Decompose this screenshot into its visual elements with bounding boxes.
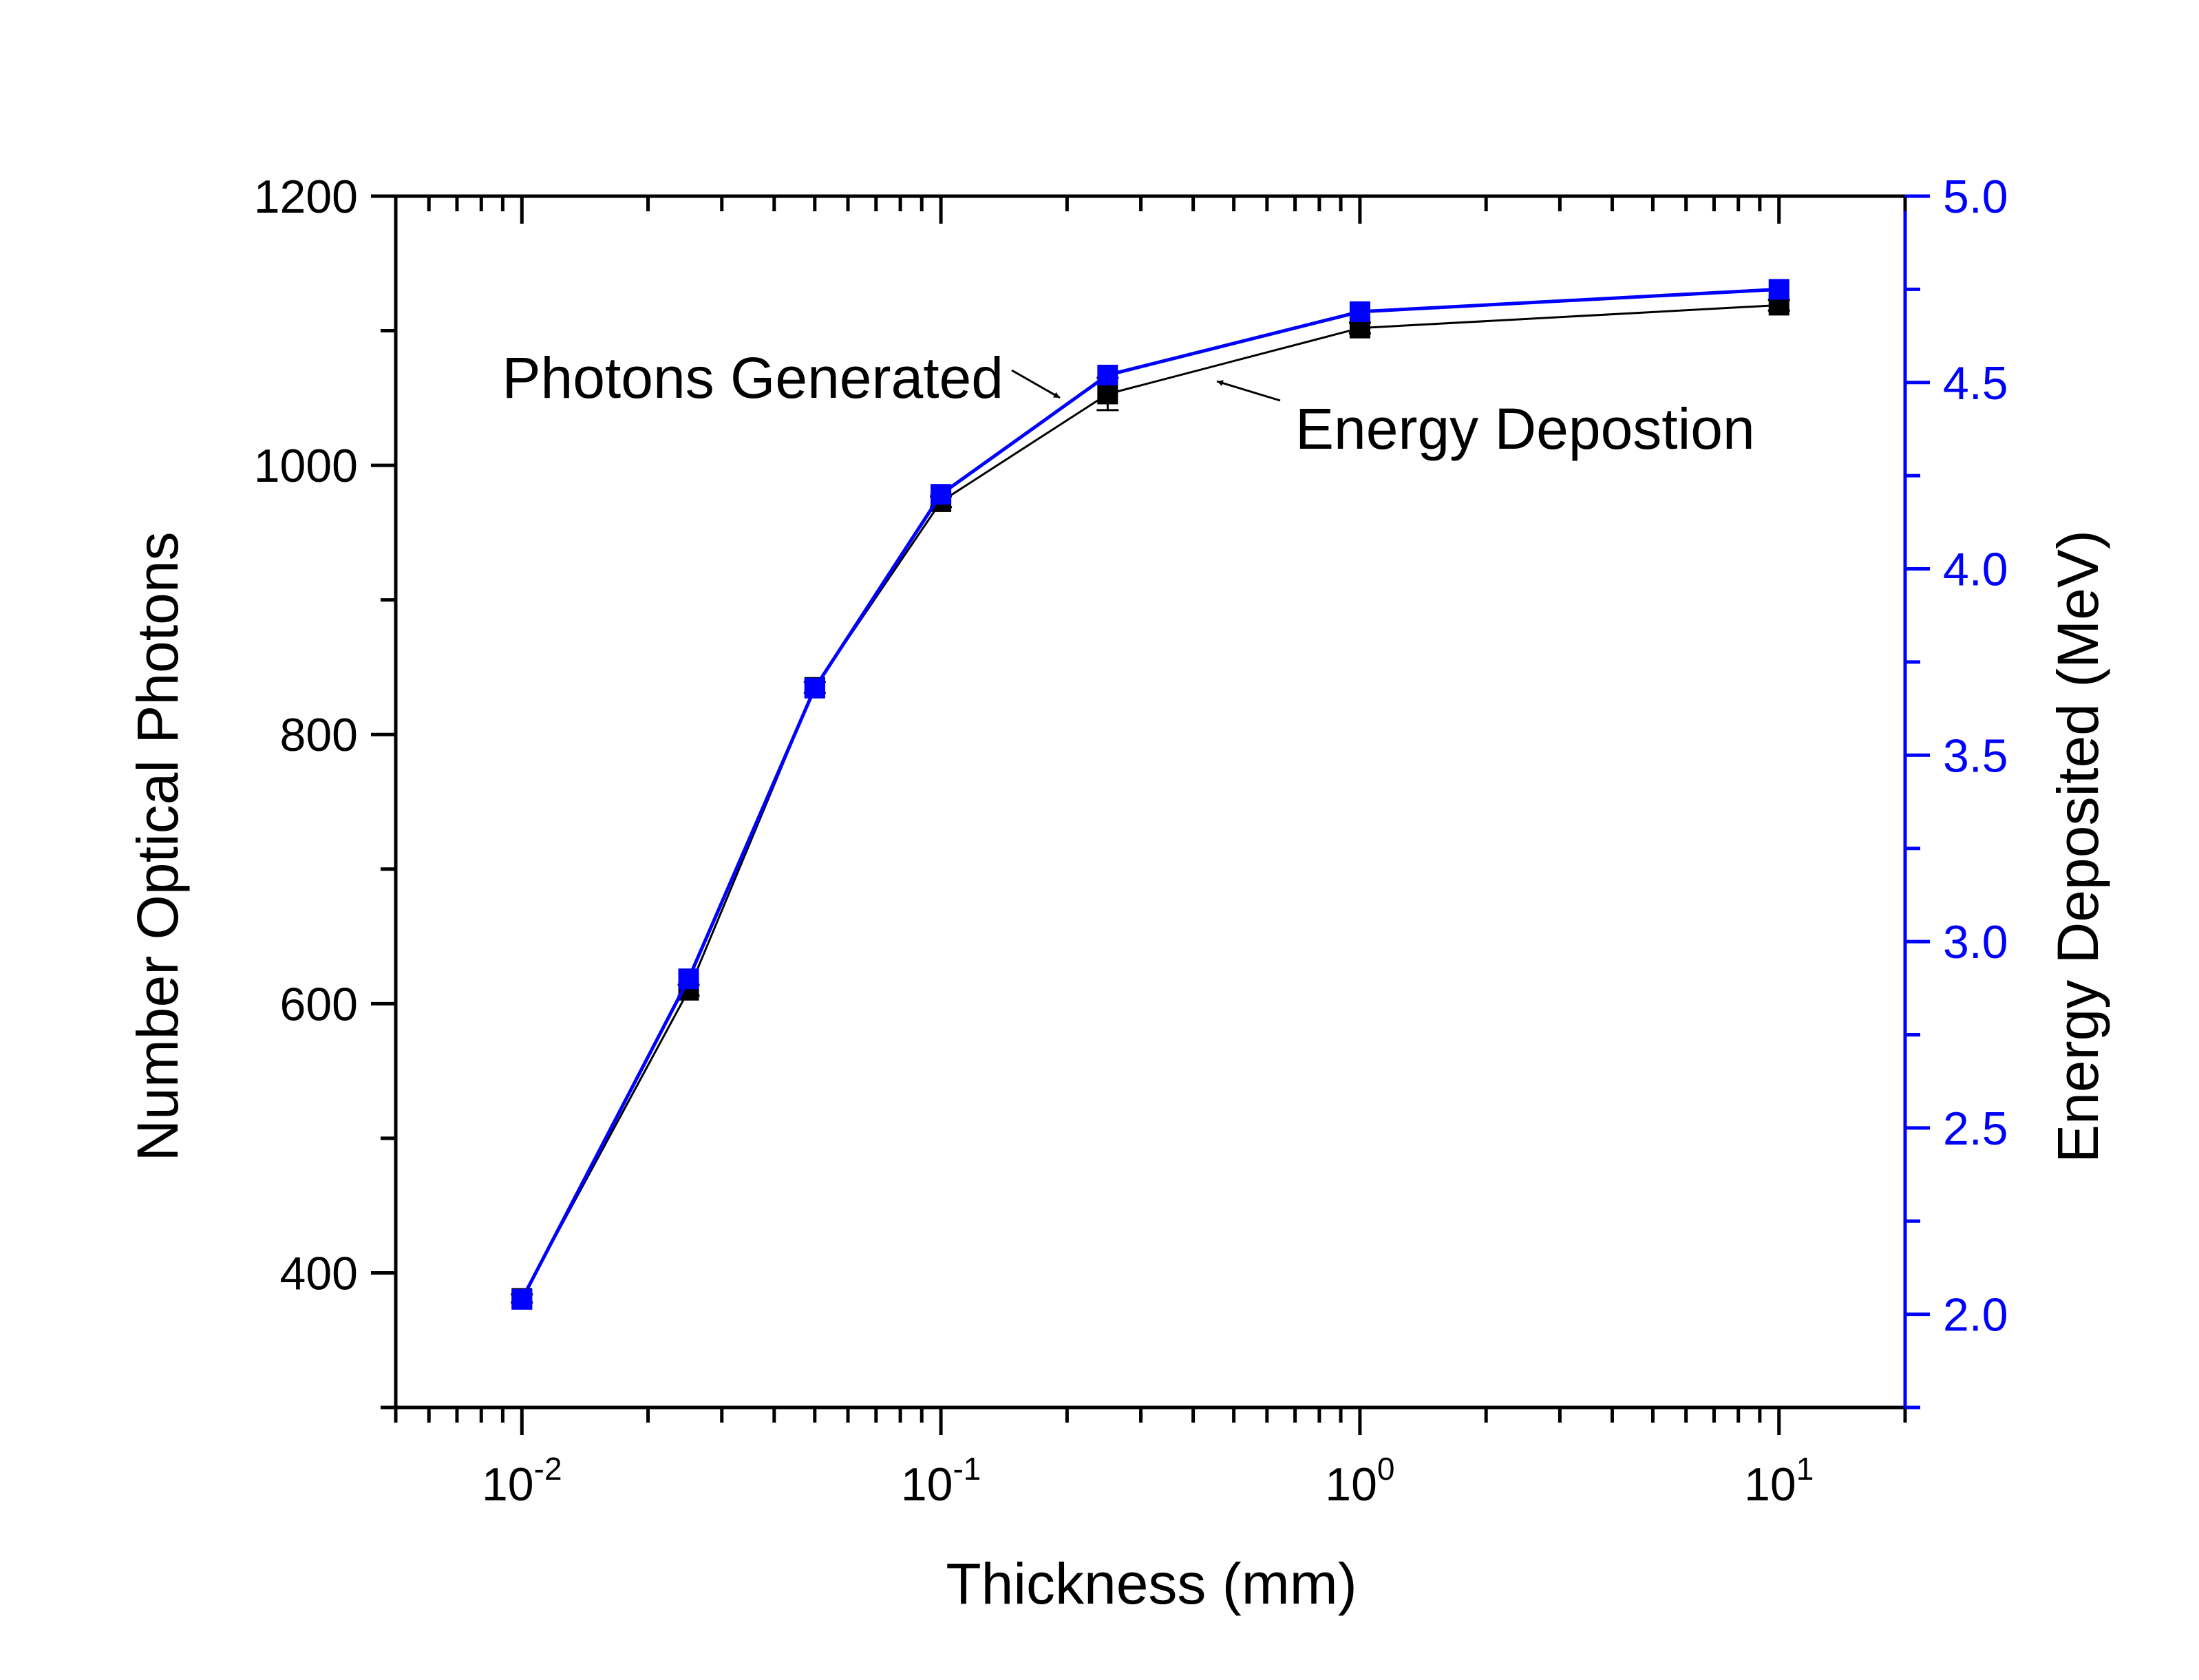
y-right-tick-label: 5.0 xyxy=(1943,171,2008,223)
x-tick-base: 10 xyxy=(1744,1458,1796,1511)
annotation-arrow-energy xyxy=(1216,380,1281,402)
data-point xyxy=(1097,383,1118,405)
annotation-energy-depostion: Energy Depostion xyxy=(1295,396,1755,461)
x-tick-base: 10 xyxy=(901,1458,953,1511)
x-tick-label: 10-1 xyxy=(901,1451,981,1511)
y-axis-right: 2.0 2.5 3.0 3.5 4.0 4.5 5.0 xyxy=(1905,171,2008,1410)
y-right-tick-label: 4.5 xyxy=(1943,357,2008,410)
y-left-tick-label: 600 xyxy=(280,978,358,1030)
x-tick-label: 100 xyxy=(1325,1451,1394,1511)
x-axis: 10-2 10-1 100 101 xyxy=(394,196,1907,1511)
x-tick-exponent: -2 xyxy=(534,1451,562,1487)
y-right-tick-label: 2.5 xyxy=(1943,1103,2008,1155)
x-tick-label: 10-2 xyxy=(482,1451,562,1511)
x-tick-exponent: -1 xyxy=(953,1451,981,1487)
x-axis-label: Thickness (mm) xyxy=(946,1551,1357,1616)
y-axis-left: 400 600 800 1000 1200 xyxy=(254,171,396,1410)
x-tick-label: 101 xyxy=(1744,1451,1814,1511)
y-left-tick-label: 1200 xyxy=(254,171,358,223)
annotation-arrow-photons xyxy=(1011,369,1061,399)
y-axis-right-label: Energy Deposited (MeV) xyxy=(2046,530,2110,1163)
y-left-tick-label: 400 xyxy=(280,1247,358,1299)
x-tick-exponent: 1 xyxy=(1796,1451,1814,1487)
data-point xyxy=(1097,364,1118,385)
y-right-tick-label: 4.0 xyxy=(1943,544,2008,596)
x-tick-base: 10 xyxy=(482,1458,534,1511)
x-tick-exponent: 0 xyxy=(1377,1451,1395,1487)
series-layer xyxy=(511,279,1790,1310)
annotation-layer: Photons Generated Energy Depostion xyxy=(502,345,1754,461)
y-left-tick-label: 1000 xyxy=(254,440,358,492)
data-point xyxy=(804,677,825,699)
y-left-tick-label: 800 xyxy=(280,709,358,761)
annotation-photons-generated: Photons Generated xyxy=(502,345,1003,410)
data-point xyxy=(1349,301,1370,322)
series-energy-depostion xyxy=(511,279,1789,1310)
y-right-tick-label: 3.5 xyxy=(1943,730,2008,782)
y-right-tick-label: 2.0 xyxy=(1943,1289,2008,1341)
data-point xyxy=(1768,279,1789,300)
data-point xyxy=(931,484,952,505)
data-point xyxy=(511,1288,533,1310)
x-tick-base: 10 xyxy=(1325,1458,1377,1511)
y-right-tick-label: 3.0 xyxy=(1943,916,2008,968)
y-axis-left-label: Number Optical Photons xyxy=(125,531,190,1161)
data-point xyxy=(678,968,699,990)
